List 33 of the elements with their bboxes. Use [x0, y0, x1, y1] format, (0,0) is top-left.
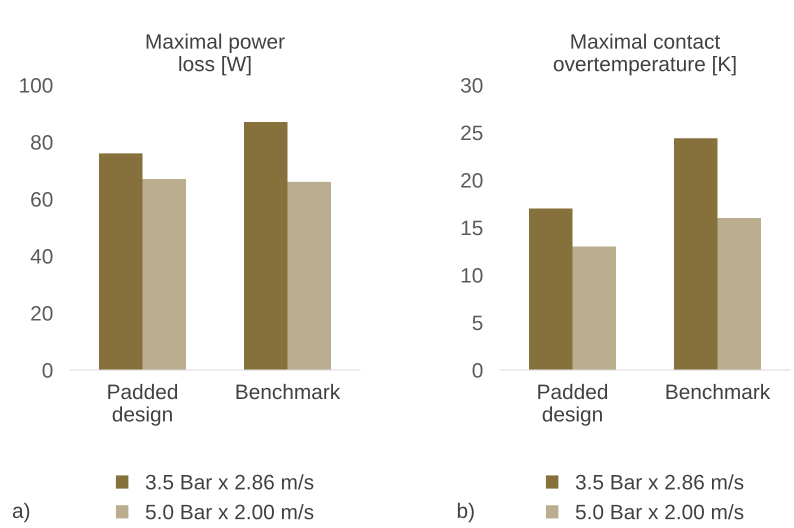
- legend-label: 3.5 Bar x 2.86 m/s: [146, 474, 314, 490]
- bar: [288, 182, 331, 370]
- y-tick-label: 10: [462, 268, 483, 283]
- legend-label: 3.5 Bar x 2.86 m/s: [576, 474, 744, 490]
- x-tick-label: Padded design: [108, 384, 178, 426]
- y-tick-label: 25: [461, 126, 482, 140]
- y-tick-label: 60: [31, 192, 53, 207]
- text: a): [12, 502, 30, 522]
- y-tick-label: 100: [20, 78, 53, 93]
- y-tick-label: 5: [472, 316, 482, 330]
- y-tick-label: 20: [31, 306, 53, 321]
- y-tick-label: 20: [461, 173, 483, 188]
- bar: [718, 218, 761, 370]
- bar: [99, 153, 142, 370]
- bar: [529, 208, 572, 370]
- legend-label: 5.0 Bar x 2.00 m/s: [576, 504, 744, 520]
- y-tick-label: 0: [472, 363, 483, 378]
- legend-label: 5.0 Bar x 2.00 m/s: [146, 504, 314, 520]
- y-tick-label: 15: [462, 220, 482, 236]
- x-tick-label: Padded design: [538, 384, 608, 426]
- y-tick-label: 30: [460, 78, 483, 93]
- bar: [674, 138, 718, 370]
- bar: [142, 179, 186, 370]
- y-tick-label: 40: [30, 249, 53, 264]
- y-tick-label: 80: [31, 135, 53, 150]
- chart-title: Maximal contact overtemperature [K]: [554, 34, 736, 76]
- text: b): [458, 502, 474, 522]
- bar: [244, 122, 288, 370]
- x-tick-label: Benchmark: [236, 384, 340, 400]
- bar: [572, 246, 616, 370]
- chart-title: Maximal power loss [W]: [146, 34, 285, 76]
- x-tick-label: Benchmark: [666, 384, 770, 400]
- y-tick-label: 0: [42, 363, 53, 378]
